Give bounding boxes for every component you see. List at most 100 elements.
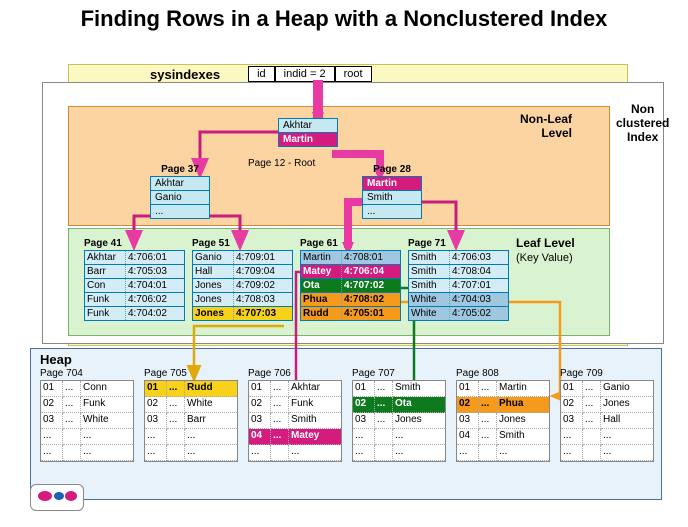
leaf-title: Page 51: [192, 238, 293, 249]
nonleaf-label: Non-Leaf Level: [520, 112, 572, 140]
node-cell: ...: [151, 205, 209, 218]
leaf-row: Smith4:707:01: [409, 279, 508, 293]
leaf-key: Jones: [193, 307, 234, 320]
leaf-value: 4:707:02: [342, 279, 400, 292]
leaf-value: 4:709:02: [234, 279, 292, 292]
leaf-key: Smith: [409, 279, 450, 292]
heap-cell: 01: [41, 381, 63, 397]
heap-cell: ...: [601, 429, 653, 445]
heap-cell: 02: [41, 397, 63, 413]
heap-cell: Hall: [601, 413, 653, 429]
heap-cell: 03: [249, 413, 271, 429]
leaf-title: Page 71: [408, 238, 509, 249]
heap-cell: ...: [167, 381, 185, 397]
heap-label: Heap: [40, 352, 72, 367]
leaf-value: 4:706:03: [450, 251, 508, 264]
heap-cell: ...: [375, 413, 393, 429]
heap-cell: [375, 445, 393, 461]
leaf-key: White: [409, 307, 450, 320]
leaf-key: Ganio: [193, 251, 234, 264]
heap-cell: ...: [271, 429, 289, 445]
heap-cell: ...: [583, 413, 601, 429]
heap-cell: Jones: [601, 397, 653, 413]
heap-cell: 02: [249, 397, 271, 413]
heap-cell: White: [185, 397, 237, 413]
heap-cell: Smith: [289, 413, 341, 429]
heap-title: Page 706: [248, 368, 342, 379]
heap-cell: 01: [457, 381, 479, 397]
leaf-page: Page 71Smith4:706:03Smith4:708:04Smith4:…: [408, 238, 509, 321]
heap-page: Page 70501...Rudd02...White03...Barr....…: [144, 368, 238, 462]
heap-cell: [271, 445, 289, 461]
heap-cell: 03: [561, 413, 583, 429]
index-node: AkhtarMartin: [278, 118, 338, 147]
heap-cell: Phua: [497, 397, 549, 413]
heap-cell: ...: [601, 445, 653, 461]
heap-cell: 01: [561, 381, 583, 397]
node-cell: Akhtar: [279, 119, 337, 133]
leaf-key: Ota: [301, 279, 342, 292]
heap-cell: ...: [63, 397, 81, 413]
node-title: Page 37: [150, 164, 210, 175]
leaf-value: 4:704:02: [126, 307, 184, 320]
leaf-row: Phua4:708:02: [301, 293, 400, 307]
node-cell: ...: [363, 205, 421, 218]
heap-cell: ...: [393, 445, 445, 461]
leaf-row: Smith4:706:03: [409, 251, 508, 265]
leaf-key: Funk: [85, 307, 126, 320]
heap-cell: [167, 429, 185, 445]
heap-cell: ...: [393, 429, 445, 445]
leaf-value: 4:704:03: [450, 293, 508, 306]
leaf-key: Jones: [193, 279, 234, 292]
heap-cell: ...: [249, 445, 271, 461]
heap-cell: ...: [561, 429, 583, 445]
leaf-value: 4:708:02: [342, 293, 400, 306]
heap-cell: ...: [479, 429, 497, 445]
heap-title: Page 704: [40, 368, 134, 379]
leaf-value: 4:709:01: [234, 251, 292, 264]
heap-cell: ...: [167, 413, 185, 429]
heap-cell: ...: [497, 445, 549, 461]
heap-cell: Akhtar: [289, 381, 341, 397]
heap-cell: ...: [375, 397, 393, 413]
node-title: Page 28: [362, 164, 422, 175]
nonclustered-label: Non clustered Index: [616, 102, 669, 144]
heap-cell: ...: [583, 397, 601, 413]
heap-page: Page 70701...Smith02...Ota03...Jones....…: [352, 368, 446, 462]
node-cell: Martin: [279, 133, 337, 146]
heap-cell: Martin: [497, 381, 549, 397]
heap-cell: 02: [561, 397, 583, 413]
heap-cell: 01: [145, 381, 167, 397]
leaf-value: 4:708:03: [234, 293, 292, 306]
index-node: Page 37AkhtarGanio...: [150, 164, 210, 219]
leaf-key: Matey: [301, 265, 342, 278]
leaf-key: Akhtar: [85, 251, 126, 264]
heap-cell: 03: [145, 413, 167, 429]
heap-cell: Funk: [81, 397, 133, 413]
heap-cell: ...: [353, 429, 375, 445]
leaf-row: Jones4:707:03: [193, 307, 292, 320]
heap-page: Page 70401...Conn02...Funk03...White....…: [40, 368, 134, 462]
heap-cell: ...: [145, 429, 167, 445]
heap-cell: ...: [81, 445, 133, 461]
diagram-icon: [30, 484, 84, 511]
heap-cell: ...: [41, 445, 63, 461]
heap-cell: 02: [353, 397, 375, 413]
leaf-row: Smith4:708:04: [409, 265, 508, 279]
heap-cell: 03: [41, 413, 63, 429]
leaf-row: Ganio4:709:01: [193, 251, 292, 265]
leaf-key: White: [409, 293, 450, 306]
sys-col-root: root: [335, 66, 372, 82]
leaf-page: Page 51Ganio4:709:01Hall4:709:04Jones4:7…: [192, 238, 293, 321]
leaf-row: Akhtar4:706:01: [85, 251, 184, 265]
heap-cell: 03: [353, 413, 375, 429]
root-caption: Page 12 - Root: [248, 158, 315, 169]
index-node: Page 28MartinSmith...: [362, 164, 422, 219]
heap-cell: ...: [353, 445, 375, 461]
leaflevel-label: Leaf Level: [516, 236, 575, 250]
leaf-key: Con: [85, 279, 126, 292]
heap-cell: ...: [479, 381, 497, 397]
heap-cell: 01: [353, 381, 375, 397]
leaf-value: 4:709:04: [234, 265, 292, 278]
leaf-value: 4:707:03: [234, 307, 292, 320]
